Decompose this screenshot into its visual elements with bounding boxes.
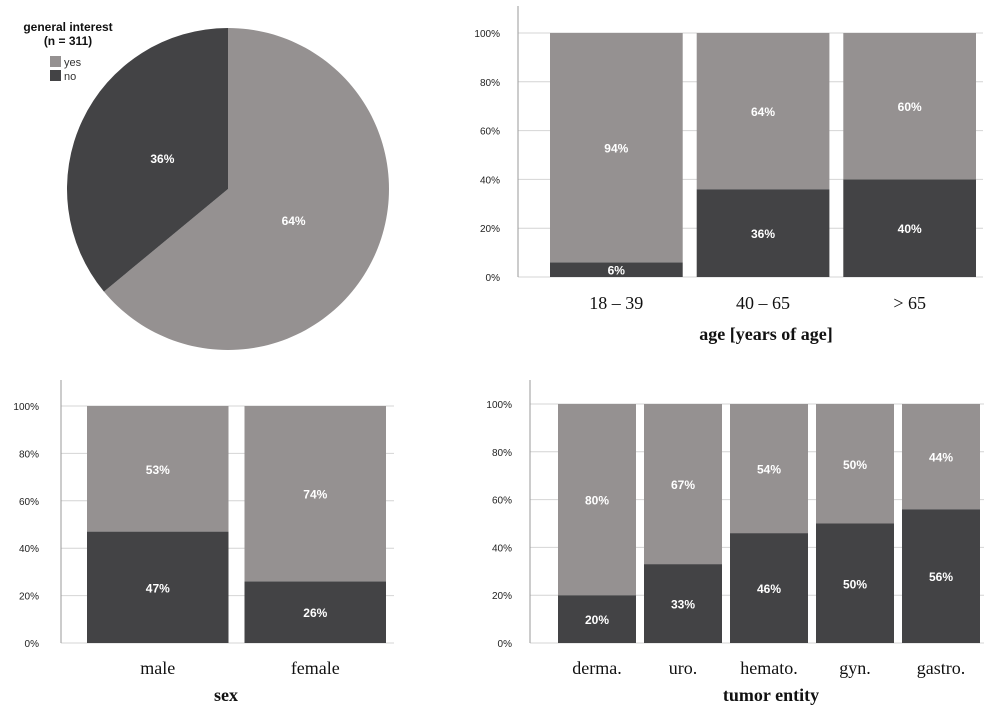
bar-yes-gastro: [902, 404, 980, 510]
data-label-no-male: 47%: [146, 581, 170, 595]
y-tick-label: 100%: [474, 29, 500, 40]
sex-bar-chart: 0% 20% 40% 60% 80% 100% 47% 53% male 26% 74% female…: [13, 380, 394, 705]
data-label-yes-40-65: 64%: [751, 105, 775, 119]
x-category-label: female: [291, 658, 340, 678]
data-label-no-gyn: 50%: [843, 577, 867, 591]
data-label-yes-derma: 80%: [585, 494, 609, 508]
pie-label-yes: 64%: [282, 214, 306, 228]
legend-label-yes: yes: [64, 57, 82, 69]
data-label-yes-65: 60%: [898, 100, 922, 114]
pie-slice-yes: [103, 28, 389, 350]
x-category-label: uro.: [669, 658, 698, 678]
y-tick-label: 0%: [486, 273, 501, 284]
x-category-label: hemato.: [740, 658, 797, 678]
bar-yes-male: [87, 406, 229, 532]
legend-swatch-yes: [50, 56, 61, 67]
y-tick-label: 100%: [13, 402, 39, 413]
x-category-label: gyn.: [839, 658, 871, 678]
tumor-entity-bar-chart: 0% 20% 40% 60% 80% 100% 20% 80% derma. 33% 67% uro.…: [486, 380, 984, 705]
bar-yes-65: [843, 33, 976, 180]
data-label-yes-uro: 67%: [671, 478, 695, 492]
data-label-yes-gastro: 44%: [929, 451, 953, 465]
x-category-label: derma.: [572, 658, 621, 678]
data-label-yes-male: 53%: [146, 463, 170, 477]
bar-yes-18-39: [550, 33, 683, 263]
bar-yes-hemato: [730, 404, 808, 534]
y-tick-label: 60%: [492, 496, 512, 507]
x-axis-title: age [years of age]: [699, 324, 832, 344]
bar-no-male: [87, 531, 229, 643]
bar-yes-40-65: [696, 33, 830, 190]
bar-yes-uro: [644, 404, 722, 565]
bar-no-derma: [558, 595, 636, 643]
data-label-no-40-65: 36%: [751, 227, 775, 241]
y-tick-label: 40%: [19, 544, 39, 555]
bar-yes-gyn: [816, 404, 894, 524]
data-label-no-female: 26%: [303, 606, 327, 620]
pie-label-no: 36%: [150, 152, 174, 166]
legend-swatch-no: [50, 70, 61, 81]
x-category-label: > 65: [893, 293, 926, 313]
bar-no-40-65: [696, 189, 830, 277]
pie-slice-no: [66, 27, 228, 292]
y-tick-label: 20%: [480, 224, 500, 235]
age-bar-chart: 0% 20% 40% 60% 80% 100% 6% 94% 18 – 39 36% 64% 40 –…: [474, 6, 983, 344]
bar-no-18-39: [550, 262, 683, 277]
data-label-no-gastro: 56%: [929, 570, 953, 584]
bar-no-hemato: [730, 533, 808, 643]
bar-no-gyn: [816, 523, 894, 643]
legend-label-no: no: [64, 71, 76, 83]
bar-yes-derma: [558, 404, 636, 596]
data-label-no-65: 40%: [898, 222, 922, 236]
bar-no-65: [843, 179, 976, 277]
bar-no-female: [244, 581, 386, 643]
y-tick-label: 20%: [492, 591, 512, 602]
x-category-label: 18 – 39: [589, 293, 643, 313]
y-tick-label: 40%: [480, 175, 500, 186]
data-label-yes-gyn: 50%: [843, 458, 867, 472]
y-tick-label: 80%: [492, 448, 512, 459]
y-tick-label: 60%: [19, 497, 39, 508]
data-label-yes-hemato: 54%: [757, 463, 781, 477]
pie-title: general interest: [23, 20, 112, 34]
pie-chart-panel: 64% 36% general interest (n = 311) yes no: [23, 20, 389, 350]
x-axis-title: sex: [214, 685, 238, 705]
data-label-yes-18-39: 94%: [604, 142, 628, 156]
data-label-no-hemato: 46%: [757, 582, 781, 596]
y-tick-label: 80%: [19, 449, 39, 460]
y-tick-label: 60%: [480, 127, 500, 138]
data-label-no-derma: 20%: [585, 613, 609, 627]
bar-no-gastro: [902, 509, 980, 643]
x-category-label: gastro.: [917, 658, 966, 678]
bar-yes-female: [244, 406, 386, 582]
pie-subtitle: (n = 311): [44, 34, 92, 48]
bar-no-uro: [644, 564, 722, 643]
y-tick-label: 0%: [498, 639, 513, 650]
x-category-label: 40 – 65: [736, 293, 790, 313]
y-tick-label: 20%: [19, 592, 39, 603]
data-label-yes-female: 74%: [303, 488, 327, 502]
y-tick-label: 0%: [25, 639, 40, 650]
y-tick-label: 80%: [480, 78, 500, 89]
x-axis-title: tumor entity: [723, 685, 819, 705]
y-tick-label: 100%: [486, 400, 512, 411]
y-tick-label: 40%: [492, 543, 512, 554]
x-category-label: male: [140, 658, 175, 678]
data-label-no-uro: 33%: [671, 598, 695, 612]
data-label-no-18-39: 6%: [608, 264, 626, 278]
